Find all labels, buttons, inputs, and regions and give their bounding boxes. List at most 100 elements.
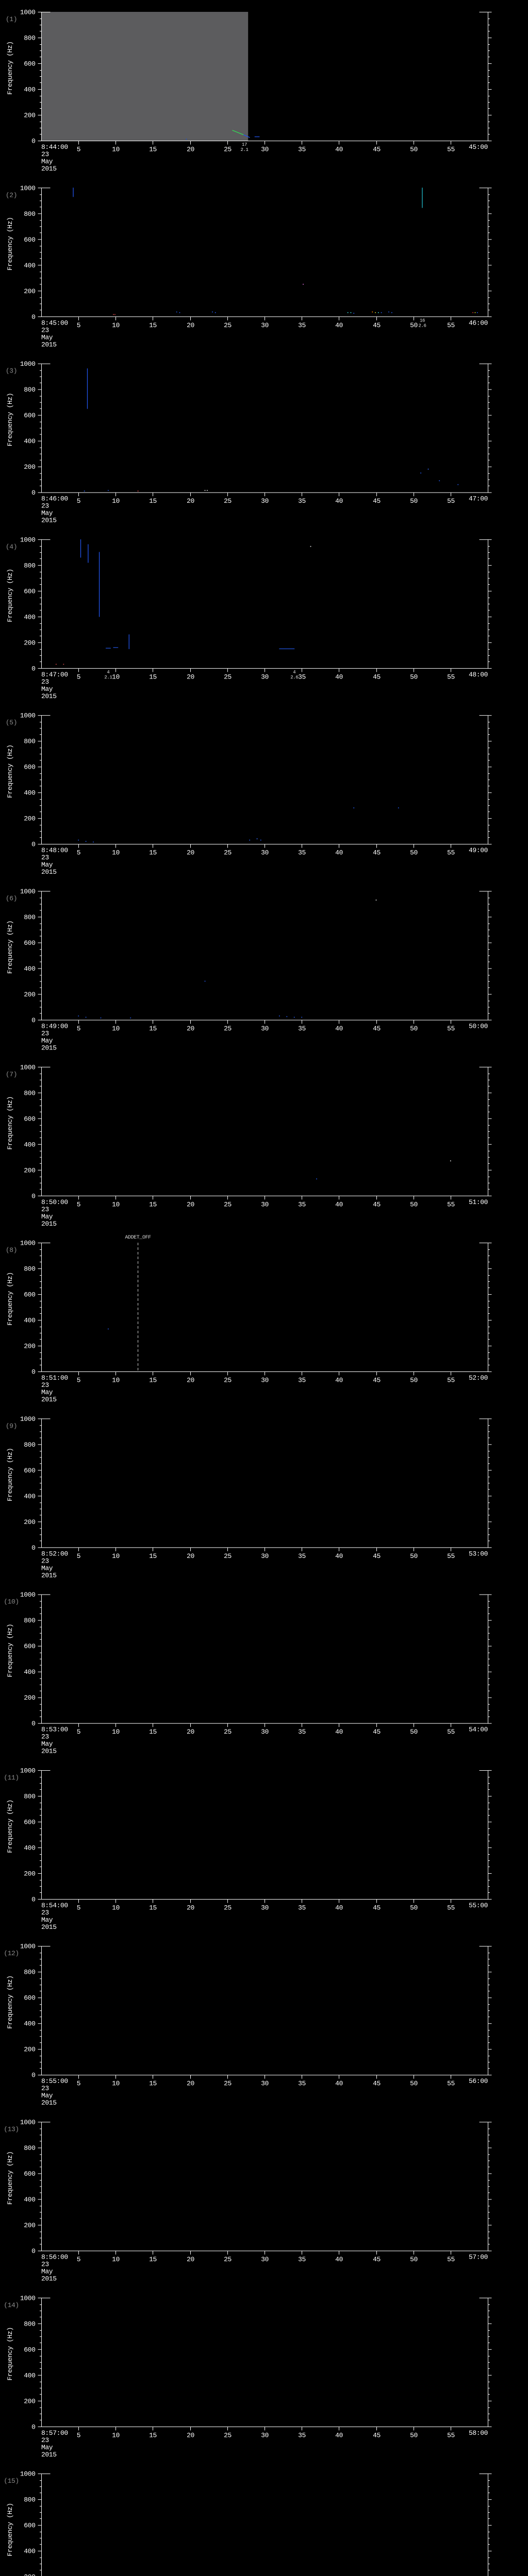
svg-text:45: 45: [373, 146, 381, 154]
svg-text:400: 400: [24, 1493, 35, 1500]
svg-text:23: 23: [41, 2084, 49, 2092]
svg-text:15: 15: [149, 2080, 157, 2088]
svg-text:23: 23: [41, 1733, 49, 1741]
svg-text:May: May: [41, 1916, 53, 1924]
svg-text:15: 15: [149, 673, 157, 681]
svg-text:(7): (7): [6, 1071, 17, 1078]
svg-text:30: 30: [261, 1200, 269, 1208]
svg-text:40: 40: [335, 673, 343, 681]
svg-text:30: 30: [261, 321, 269, 329]
svg-text:0: 0: [31, 2423, 35, 2431]
svg-text:35: 35: [298, 497, 306, 505]
svg-text:0: 0: [31, 2072, 35, 2079]
svg-text:1000: 1000: [20, 1591, 36, 1599]
svg-text:600: 600: [24, 587, 35, 595]
svg-text:5: 5: [77, 1728, 80, 1736]
svg-text:(1): (1): [6, 15, 17, 23]
svg-text:2015: 2015: [41, 2275, 57, 2283]
svg-text:800: 800: [24, 1441, 35, 1449]
svg-text:5: 5: [77, 1200, 80, 1208]
svg-text:55: 55: [447, 673, 455, 681]
svg-text:10: 10: [112, 1552, 120, 1560]
svg-text:40: 40: [335, 1025, 343, 1032]
svg-text:35: 35: [298, 1025, 306, 1032]
svg-text:30: 30: [261, 1025, 269, 1032]
svg-text:600: 600: [24, 939, 35, 947]
svg-text:8:46:00: 8:46:00: [41, 495, 68, 503]
svg-text:30: 30: [261, 1904, 269, 1911]
svg-text:600: 600: [24, 412, 35, 419]
svg-text:23: 23: [41, 1381, 49, 1389]
svg-text:50: 50: [410, 1904, 418, 1911]
svg-text:17: 17: [242, 142, 247, 147]
svg-text:2015: 2015: [41, 1571, 57, 1579]
svg-text:Frequency (Hz): Frequency (Hz): [6, 1624, 14, 1677]
svg-text:50: 50: [410, 1728, 418, 1736]
svg-text:0: 0: [31, 1368, 35, 1376]
svg-text:35: 35: [298, 1904, 306, 1911]
svg-text:50: 50: [410, 1552, 418, 1560]
svg-text:Frequency (Hz): Frequency (Hz): [6, 1975, 14, 2029]
svg-text:25: 25: [224, 2080, 232, 2088]
svg-text:15: 15: [149, 1377, 157, 1384]
svg-text:Frequency (Hz): Frequency (Hz): [6, 1800, 14, 1853]
svg-text:15: 15: [149, 1904, 157, 1911]
svg-text:Frequency (Hz): Frequency (Hz): [6, 1448, 14, 1502]
svg-text:600: 600: [24, 764, 35, 771]
svg-text:800: 800: [24, 1792, 35, 1800]
svg-text:35: 35: [298, 146, 306, 154]
svg-text:400: 400: [24, 437, 35, 445]
svg-text:May: May: [41, 1740, 53, 1748]
svg-text:30: 30: [261, 2256, 269, 2263]
svg-text:2015: 2015: [41, 1044, 57, 1052]
svg-text:May: May: [41, 861, 53, 869]
svg-text:50: 50: [410, 2256, 418, 2263]
svg-text:2015: 2015: [41, 1396, 57, 1403]
svg-text:0: 0: [31, 313, 35, 321]
svg-text:50: 50: [410, 1200, 418, 1208]
svg-text:(6): (6): [6, 894, 17, 902]
svg-text:20: 20: [187, 2431, 194, 2439]
svg-text:200: 200: [24, 639, 35, 647]
svg-text:400: 400: [24, 1317, 35, 1325]
svg-text:4: 4: [293, 670, 295, 675]
svg-text:10: 10: [112, 2431, 120, 2439]
svg-text:8:44:00: 8:44:00: [41, 143, 68, 151]
svg-text:600: 600: [24, 1818, 35, 1826]
svg-text:Frequency (Hz): Frequency (Hz): [6, 744, 14, 798]
svg-text:400: 400: [24, 2371, 35, 2379]
svg-text:40: 40: [335, 1552, 343, 1560]
svg-text:35: 35: [298, 2256, 306, 2263]
svg-text:200: 200: [24, 2046, 35, 2054]
svg-text:20: 20: [187, 1200, 194, 1208]
svg-text:10: 10: [112, 673, 120, 681]
svg-text:15: 15: [149, 321, 157, 329]
svg-text:(3): (3): [6, 367, 17, 375]
svg-text:200: 200: [24, 2222, 35, 2229]
svg-text:1000: 1000: [20, 1943, 36, 1951]
svg-text:55: 55: [447, 2256, 455, 2263]
svg-text:53:00: 53:00: [469, 1550, 488, 1557]
svg-text:1000: 1000: [20, 2119, 36, 2126]
svg-text:800: 800: [24, 1969, 35, 1976]
svg-text:30: 30: [261, 673, 269, 681]
svg-text:1000: 1000: [20, 1767, 36, 1774]
svg-text:(13): (13): [4, 2126, 19, 2133]
svg-text:0: 0: [31, 841, 35, 849]
svg-text:8:50:00: 8:50:00: [41, 1198, 68, 1206]
svg-text:55: 55: [447, 1552, 455, 1560]
svg-text:20: 20: [187, 1377, 194, 1384]
svg-text:54:00: 54:00: [469, 1726, 488, 1734]
svg-text:40: 40: [335, 146, 343, 154]
svg-text:400: 400: [24, 2548, 35, 2555]
svg-text:Frequency (Hz): Frequency (Hz): [6, 2151, 14, 2205]
svg-text:25: 25: [224, 497, 232, 505]
svg-text:8:45:00: 8:45:00: [41, 319, 68, 327]
svg-text:Frequency (Hz): Frequency (Hz): [6, 921, 14, 974]
svg-text:50: 50: [410, 321, 418, 329]
svg-text:55: 55: [447, 1025, 455, 1032]
svg-text:40: 40: [335, 1904, 343, 1911]
svg-text:50: 50: [410, 849, 418, 857]
svg-text:40: 40: [335, 2256, 343, 2263]
svg-text:25: 25: [224, 321, 232, 329]
